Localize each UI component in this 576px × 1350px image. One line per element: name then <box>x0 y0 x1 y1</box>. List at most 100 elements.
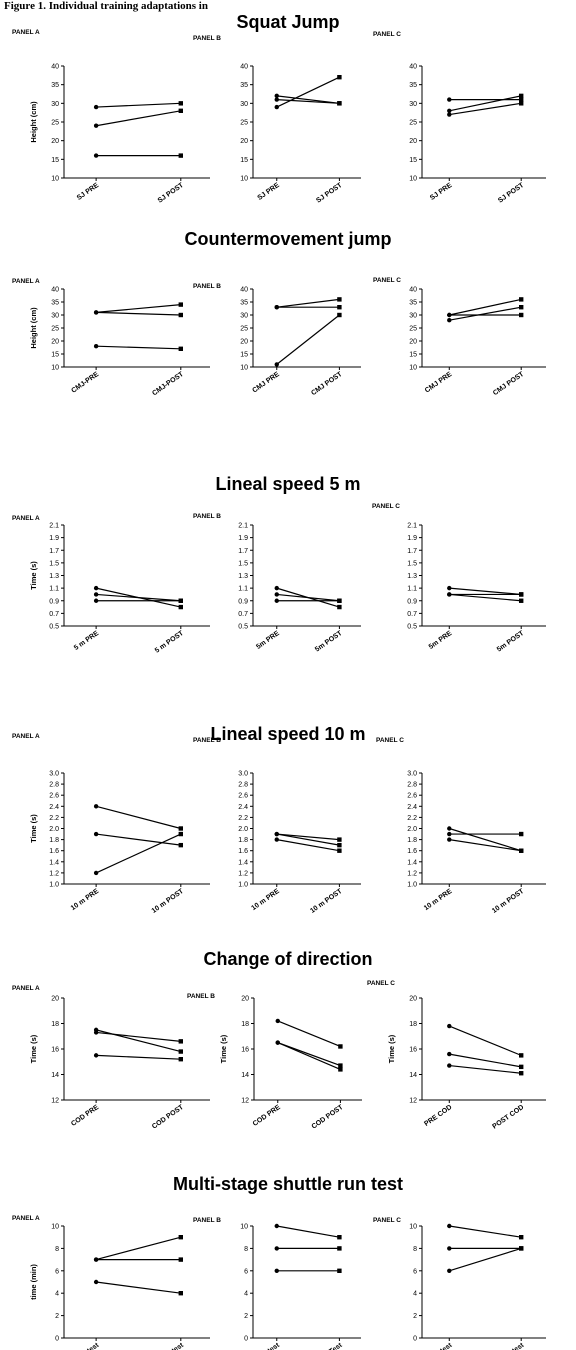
x-tick-label: POST test <box>154 1342 186 1350</box>
y-tick-label: 3.0 <box>407 771 417 778</box>
data-point <box>178 1257 183 1262</box>
series-line <box>96 304 181 313</box>
series-line <box>277 1020 341 1048</box>
y-tick-label: 0 <box>55 1336 59 1343</box>
data-point <box>178 153 183 158</box>
y-tick-label: 1.5 <box>238 560 248 567</box>
y-tick-label: 1.3 <box>238 573 248 580</box>
panel-4-a: PANEL A 1.0 1.2 1.4 1.6 1.8 2.0 2.2 2.4 2.6 2.8 3.0… <box>12 733 210 915</box>
y-tick-label: 2.1 <box>49 523 59 530</box>
y-tick-label: 25 <box>409 120 417 127</box>
data-point <box>519 1071 524 1076</box>
panel-4-c: PANEL C 1.0 1.2 1.4 1.6 1.8 2.0 2.2 2.4 2.6 2.8 3.0… <box>376 737 546 915</box>
series-line <box>449 1053 522 1068</box>
panel-5-c: PANEL C 12 14 16 18 20 Time (s) PRE COD POST COD <box>367 980 546 1131</box>
panel-3-a: PANEL A 0.5 0.7 0.9 1.1 1.3 1.5 1.7 1.9 2.1 Time (… <box>12 515 210 655</box>
series-line <box>96 833 181 846</box>
panel-2-c: PANEL C 10 15 20 25 30 35 40 CMJ PRE CMJ POST <box>373 277 546 397</box>
series-line <box>449 1225 522 1238</box>
data-point <box>519 831 524 837</box>
panel-label: PANEL B <box>187 993 215 1000</box>
panel-label: PANEL A <box>12 515 40 522</box>
series-line <box>95 1029 181 1053</box>
y-tick-label: 35 <box>409 82 417 89</box>
y-tick-label: 20 <box>409 996 417 1003</box>
y-tick-label: 3.0 <box>49 771 59 778</box>
series-line <box>276 833 340 841</box>
y-tick-label: 2.6 <box>407 793 417 800</box>
data-point <box>274 93 279 99</box>
series-line <box>96 593 181 602</box>
data-point <box>447 1051 452 1057</box>
y-tick-label: 2 <box>244 1313 248 1320</box>
data-point <box>93 1053 99 1058</box>
data-point <box>93 1279 99 1285</box>
data-point <box>447 837 452 842</box>
data-point <box>337 1246 342 1251</box>
y-tick-label: 16 <box>241 1047 249 1054</box>
data-point <box>274 1268 279 1274</box>
data-point <box>93 1030 99 1035</box>
panel-6-a: PANEL A 0 2 4 6 8 10 time (min) PRE test POST tes… <box>12 1215 210 1350</box>
data-point <box>447 592 452 597</box>
data-point <box>447 1223 452 1229</box>
chart-title-1: Squat Jump <box>236 12 339 32</box>
data-point <box>275 1018 280 1024</box>
y-tick-label: 1.6 <box>407 848 417 855</box>
series-line <box>96 110 181 127</box>
panel-label: PANEL C <box>376 737 404 744</box>
x-tick-label: PRE test <box>253 1342 281 1350</box>
x-tick-label: 10 m PRE <box>423 888 454 912</box>
y-tick-label: 35 <box>240 300 248 307</box>
x-tick-label: CMJ PRE <box>251 371 281 395</box>
y-tick-label: 1.0 <box>49 882 59 889</box>
y-tick-label: 30 <box>240 101 248 108</box>
chart-title-4: Lineal speed 10 m <box>210 724 365 744</box>
x-tick-label: 10 m PRE <box>250 888 281 912</box>
x-tick-label: SJ POST <box>315 181 344 204</box>
y-tick-label: 25 <box>409 326 417 333</box>
y-tick-label: 0.9 <box>407 598 417 605</box>
data-point <box>447 97 452 102</box>
y-tick-label: 25 <box>240 120 248 127</box>
data-point <box>93 104 99 110</box>
y-tick-label: 6 <box>413 1268 417 1275</box>
panel-label: PANEL C <box>373 277 401 284</box>
series-line <box>96 311 181 316</box>
y-tick-label: 1.0 <box>407 882 417 889</box>
x-tick-label: 5m PRE <box>255 630 281 651</box>
series-line <box>276 76 340 108</box>
data-point <box>519 1064 524 1070</box>
y-tick-label: 1.7 <box>49 548 59 555</box>
y-tick-label: 6 <box>55 1268 59 1275</box>
y-tick-label: 10 <box>409 176 417 183</box>
data-point <box>178 1049 183 1054</box>
y-tick-label: 2.0 <box>407 826 417 833</box>
data-point <box>519 97 524 102</box>
y-tick-label: 20 <box>409 339 417 346</box>
x-tick-label: CMJ-PRE <box>70 371 100 395</box>
y-tick-label: 10 <box>409 1224 417 1231</box>
panel-label: PANEL A <box>12 278 40 285</box>
series-line <box>96 1031 181 1042</box>
y-tick-label: 15 <box>51 157 59 164</box>
y-tick-label: 8 <box>244 1246 248 1253</box>
y-tick-label: 35 <box>51 300 59 307</box>
y-tick-label: 1.0 <box>238 882 248 889</box>
data-point <box>337 842 342 848</box>
y-tick-label: 20 <box>240 339 248 346</box>
panel-6-b: PANEL B 0 2 4 6 8 10 PRE test POST Test <box>193 1217 361 1350</box>
data-point <box>337 837 342 842</box>
panel-2-a: PANEL A 10 15 20 25 30 35 40 Height (cm) CMJ-PRE C… <box>12 278 210 397</box>
y-tick-label: 2.4 <box>238 804 248 811</box>
panel-label: PANEL C <box>372 503 400 510</box>
data-point <box>519 305 524 310</box>
y-tick-label: 20 <box>240 138 248 145</box>
panel-label: PANEL B <box>193 35 221 42</box>
series-line <box>276 298 340 308</box>
series-line <box>449 839 522 852</box>
y-tick-label: 1.7 <box>407 548 417 555</box>
data-point <box>93 592 99 597</box>
data-point <box>93 310 99 315</box>
x-tick-label: 10 m POST <box>491 887 526 914</box>
